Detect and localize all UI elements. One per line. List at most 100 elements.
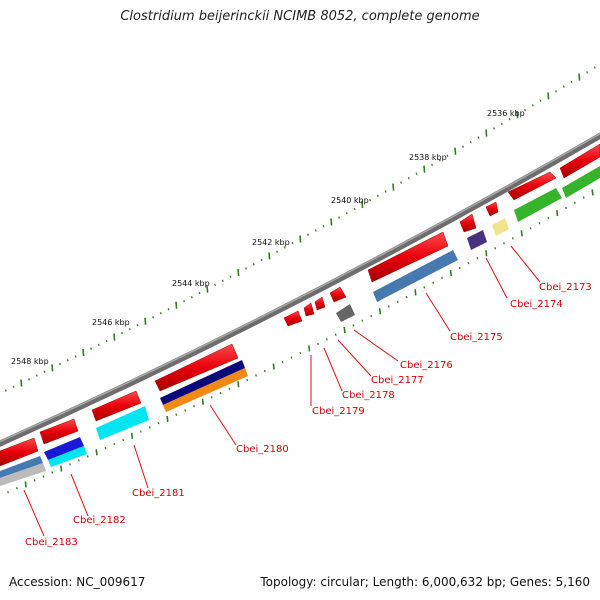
gene-block[interactable] xyxy=(485,201,499,217)
scale-label-2542: 2542 kbp xyxy=(252,238,290,247)
major-tick xyxy=(82,349,85,357)
gene-block[interactable] xyxy=(154,343,239,392)
minor-tick xyxy=(370,314,373,318)
gene-label-cbei-2180[interactable]: Cbei_2180 xyxy=(236,444,289,455)
category-block[interactable] xyxy=(373,250,458,302)
minor-tick xyxy=(51,471,54,474)
category-block[interactable] xyxy=(160,360,245,405)
minor-tick xyxy=(538,222,541,225)
gene-block[interactable] xyxy=(507,171,557,201)
minor-tick xyxy=(384,190,387,193)
gene-label-cbei-2183[interactable]: Cbei_2183 xyxy=(25,537,78,548)
major-tick xyxy=(378,308,382,315)
minor-tick xyxy=(148,426,151,429)
minor-tick xyxy=(263,369,266,373)
minor-tick xyxy=(325,338,328,341)
gene-block[interactable] xyxy=(283,310,303,327)
gene-block[interactable] xyxy=(91,390,142,422)
gene-block[interactable] xyxy=(0,437,39,467)
minor-tick xyxy=(586,71,588,74)
minor-tick xyxy=(376,194,379,197)
minor-tick xyxy=(570,80,573,84)
minor-tick xyxy=(86,455,89,458)
minor-tick xyxy=(493,127,495,130)
minor-tick xyxy=(291,242,294,245)
minor-tick xyxy=(190,295,193,299)
minor-tick xyxy=(183,300,185,303)
category-block[interactable] xyxy=(163,368,248,412)
gene-track[interactable] xyxy=(0,143,600,467)
scale-label-2548: 2548 kbp xyxy=(11,357,49,366)
scale-label-2536: 2536 kbp xyxy=(487,109,525,118)
category-block[interactable] xyxy=(336,304,355,322)
minor-tick xyxy=(121,331,123,335)
minor-tick xyxy=(59,362,61,366)
category-block[interactable] xyxy=(48,446,87,467)
gene-label-cbei-2177[interactable]: Cbei_2177 xyxy=(371,375,424,386)
category-block[interactable] xyxy=(492,218,509,236)
category-block[interactable] xyxy=(0,456,43,478)
minor-tick xyxy=(139,430,142,433)
minor-tick xyxy=(441,276,443,279)
category-block[interactable] xyxy=(44,437,84,460)
major-tick xyxy=(144,317,147,325)
minor-tick xyxy=(438,159,441,162)
major-tick xyxy=(95,449,98,456)
category-block[interactable] xyxy=(0,463,46,486)
gene-label-cbei-2173[interactable]: Cbei_2173 xyxy=(539,282,592,293)
inner-scale-dots xyxy=(7,189,594,494)
gene-label-cbei-2178[interactable]: Cbei_2178 xyxy=(342,390,395,401)
major-tick xyxy=(547,92,550,100)
gene-block[interactable] xyxy=(303,302,315,317)
minor-tick xyxy=(69,463,71,466)
major-tick xyxy=(51,364,54,372)
minor-tick xyxy=(122,438,125,442)
category-block[interactable] xyxy=(514,188,562,222)
gene-block[interactable] xyxy=(367,231,449,283)
minor-tick xyxy=(276,250,278,253)
gene-block[interactable] xyxy=(459,213,477,233)
leader-lines xyxy=(23,245,541,537)
minor-tick xyxy=(573,201,576,204)
category-block[interactable] xyxy=(96,406,149,440)
category-block[interactable] xyxy=(562,166,600,198)
gene-label-cbei-2181[interactable]: Cbei_2181 xyxy=(132,488,185,499)
minor-tick xyxy=(198,291,201,295)
minor-tick xyxy=(524,108,526,112)
minor-tick xyxy=(252,263,255,266)
minor-tick xyxy=(511,237,514,240)
minor-tick xyxy=(562,85,565,88)
gene-label-cbei-2175[interactable]: Cbei_2175 xyxy=(450,332,503,343)
minor-tick xyxy=(214,283,216,287)
minor-tick xyxy=(43,370,46,373)
major-tick xyxy=(343,326,346,334)
gene-label-cbei-2182[interactable]: Cbei_2182 xyxy=(73,515,126,526)
gene-label-cbei-2176[interactable]: Cbei_2176 xyxy=(400,360,453,371)
category-track[interactable] xyxy=(0,166,600,486)
minor-tick xyxy=(90,347,92,350)
gene-block[interactable] xyxy=(329,286,347,303)
minor-tick xyxy=(494,247,497,250)
gene-label-cbei-2179[interactable]: Cbei_2179 xyxy=(312,406,365,417)
minor-tick xyxy=(369,199,371,202)
minor-tick xyxy=(503,242,505,245)
major-tick xyxy=(175,301,178,309)
gene-block[interactable] xyxy=(559,143,600,179)
minor-tick xyxy=(219,391,222,395)
major-tick xyxy=(485,250,488,257)
minor-tick xyxy=(508,118,511,121)
minor-tick xyxy=(529,227,532,230)
major-tick xyxy=(516,111,519,119)
major-tick xyxy=(130,432,134,439)
genome-backbone xyxy=(0,132,600,447)
gene-block[interactable] xyxy=(314,296,326,311)
major-tick xyxy=(578,73,581,81)
minor-tick xyxy=(12,385,15,389)
gene-label-cbei-2174[interactable]: Cbei_2174 xyxy=(510,299,563,310)
gene-block[interactable] xyxy=(39,418,79,445)
minor-tick xyxy=(4,389,7,392)
minor-tick xyxy=(338,216,340,219)
category-block[interactable] xyxy=(467,230,487,250)
minor-tick xyxy=(407,176,410,180)
